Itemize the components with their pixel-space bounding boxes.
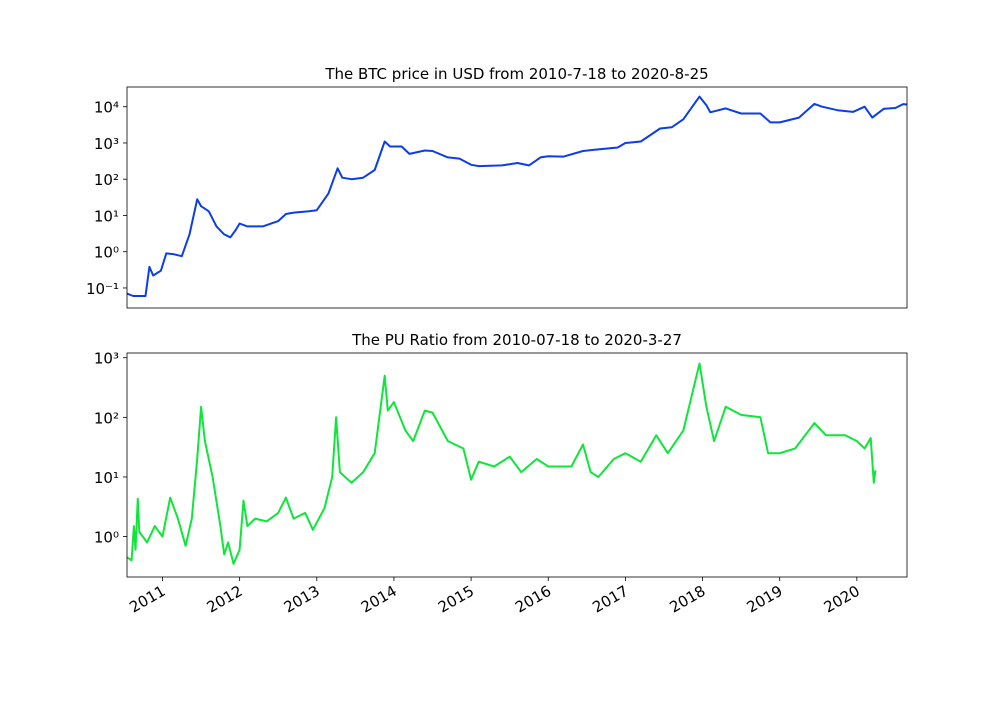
- x-tick-label: 2015: [435, 582, 477, 617]
- x-tick-label: 2014: [358, 582, 400, 617]
- x-tick-label: 2012: [204, 582, 246, 617]
- y-tick-label: 10⁴: [94, 99, 119, 117]
- data-line: [126, 95, 908, 297]
- x-tick-label: 2016: [512, 582, 554, 617]
- axes-frame: [126, 352, 908, 578]
- x-tick-label: 2018: [666, 582, 708, 617]
- x-tick-label: 2020: [821, 582, 863, 617]
- y-tick-label: 10³: [94, 135, 119, 153]
- y-tick-label: 10²: [94, 171, 119, 189]
- chart-title: The PU Ratio from 2010-07-18 to 2020-3-2…: [351, 331, 682, 349]
- axes-frame: [126, 86, 908, 309]
- y-tick-label: 10⁰: [94, 244, 119, 262]
- x-tick-label: 2013: [281, 582, 323, 617]
- x-tick-label: 2019: [744, 582, 786, 617]
- y-tick-label: 10¹: [94, 207, 119, 225]
- y-tick-label: 10⁻¹: [86, 280, 119, 298]
- x-tick-label: 2011: [126, 582, 168, 617]
- y-tick-label: 10⁰: [94, 529, 119, 547]
- y-tick-label: 10²: [94, 409, 119, 427]
- x-tick-label: 2017: [589, 582, 631, 617]
- chart-title: The BTC price in USD from 2010-7-18 to 2…: [324, 65, 708, 83]
- y-tick-label: 10¹: [94, 469, 119, 487]
- y-tick-label: 10³: [94, 350, 119, 368]
- data-line: [126, 362, 877, 565]
